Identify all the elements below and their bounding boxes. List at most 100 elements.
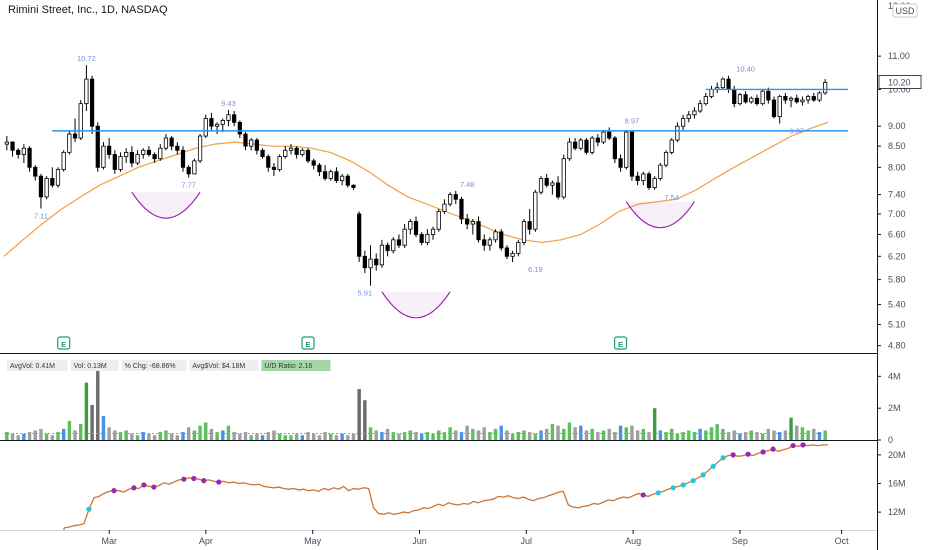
candle — [777, 96, 782, 118]
volume-bar — [277, 433, 282, 440]
candle — [294, 147, 299, 155]
candle — [726, 78, 731, 90]
candle — [95, 125, 100, 168]
candle — [465, 218, 470, 225]
volume-bar — [562, 428, 566, 440]
candle — [84, 78, 89, 105]
volume-bar — [61, 428, 66, 440]
volume-stat-text: Vol: 0.13M — [74, 363, 107, 370]
rs-tick-label: 16M — [888, 478, 906, 488]
price-extreme-label: 9.43 — [221, 99, 236, 108]
volume-bar — [647, 432, 651, 440]
candle — [754, 97, 760, 105]
cup-curve — [381, 291, 451, 319]
candle — [516, 242, 521, 254]
relative-strength-group — [63, 442, 828, 530]
volume-bar — [510, 433, 515, 440]
volume-bar — [391, 432, 395, 440]
candle — [533, 191, 538, 230]
volume-bar — [152, 435, 157, 440]
relative-strength-marker — [790, 442, 796, 449]
volume-bar — [192, 430, 197, 440]
candle — [652, 177, 657, 188]
candle — [16, 149, 21, 155]
candle — [823, 82, 828, 94]
date-tick-label: Aug — [625, 536, 641, 546]
relative-strength-marker — [181, 476, 187, 482]
volume-bar — [10, 433, 15, 440]
candle — [669, 139, 674, 153]
candle — [180, 149, 186, 168]
volume-bar — [419, 433, 424, 440]
volume-bar — [215, 432, 219, 440]
volume-bar — [27, 432, 32, 440]
volume-bar — [505, 430, 509, 440]
volume-bar — [169, 433, 174, 440]
volume-bar — [613, 432, 617, 440]
volume-stat-box — [261, 360, 331, 371]
volume-bar — [590, 428, 594, 440]
candle — [788, 97, 794, 101]
volume-bar — [317, 435, 322, 440]
volume-bar — [454, 430, 458, 440]
candle — [89, 78, 95, 127]
price-tick-label: 5.40 — [888, 300, 906, 310]
candle — [709, 89, 714, 97]
candle — [561, 158, 566, 198]
volume-bar — [442, 432, 447, 440]
volume-bar — [96, 369, 100, 440]
volume-bar — [459, 432, 464, 440]
relative-strength-marker — [141, 482, 147, 488]
date-tick-label: May — [304, 536, 322, 546]
rs-tick-label: 20M — [888, 450, 906, 460]
candle — [675, 125, 680, 141]
volume-bar — [800, 427, 805, 440]
candle — [442, 203, 447, 212]
price-extreme-label: 10.72 — [77, 54, 96, 63]
earnings-marker — [57, 336, 71, 350]
candle — [555, 182, 561, 198]
candle — [658, 164, 663, 179]
candle — [391, 239, 396, 252]
candle — [260, 149, 265, 157]
candle — [601, 131, 606, 143]
volume-bar — [601, 430, 606, 440]
date-tick-label: Jun — [412, 536, 427, 546]
candle — [340, 175, 345, 182]
volume-bar — [789, 417, 793, 440]
volume-bar — [772, 430, 776, 440]
date-tick-label: Jul — [521, 536, 533, 546]
candle — [590, 137, 595, 153]
volume-bar — [709, 427, 714, 440]
volume-bar — [135, 435, 140, 440]
candle — [351, 184, 356, 188]
volume-bar — [539, 430, 543, 440]
volume-bar — [204, 422, 208, 440]
volume-bar — [368, 427, 373, 440]
candle — [573, 141, 578, 149]
volume-bar — [596, 432, 600, 440]
candle — [232, 114, 237, 123]
candle — [436, 211, 441, 230]
price-extreme-label: 9.07 — [789, 126, 804, 135]
currency-badge-label: USD — [895, 6, 915, 16]
volume-bar — [300, 435, 305, 440]
price-tick-label: 7.40 — [888, 190, 906, 200]
volume-bar — [351, 433, 356, 440]
volume-bar — [573, 427, 577, 440]
price-tick-label: 5.10 — [888, 319, 906, 329]
currency-badge[interactable]: USD — [892, 3, 918, 18]
cup-curve — [131, 191, 201, 219]
candle — [504, 247, 510, 257]
candle — [510, 253, 515, 257]
candle — [61, 151, 66, 170]
volume-bar — [726, 432, 731, 440]
volume-bar — [329, 433, 333, 440]
candle — [544, 177, 549, 186]
candle — [743, 94, 748, 103]
volume-bar — [823, 430, 827, 440]
volume-stat-text: Avg$Vol: $4.18M — [192, 363, 245, 370]
volume-bar — [323, 432, 327, 440]
